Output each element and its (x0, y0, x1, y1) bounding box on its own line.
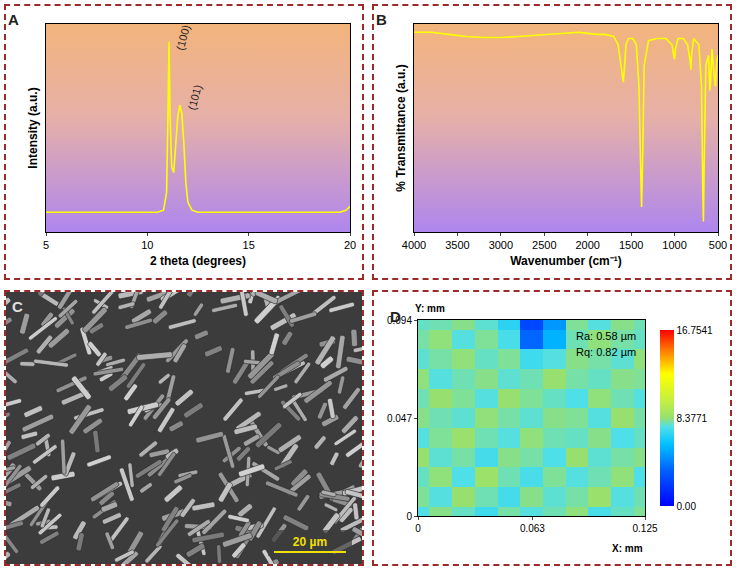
svg-text:C: C (12, 298, 23, 315)
svg-text:2000: 2000 (575, 239, 599, 251)
svg-text:2500: 2500 (532, 239, 556, 251)
svg-text:1000: 1000 (662, 239, 686, 251)
svg-text:10: 10 (141, 239, 153, 251)
svg-text:X: mm: X: mm (612, 543, 643, 554)
svg-text:0: 0 (406, 511, 412, 522)
svg-text:0.063: 0.063 (520, 523, 545, 534)
svg-text:0: 0 (415, 523, 421, 534)
svg-text:A: A (8, 11, 19, 28)
svg-text:Ra: 0.58 µm: Ra: 0.58 µm (576, 330, 636, 342)
svg-text:Y: mm: Y: mm (415, 303, 445, 314)
svg-text:(101): (101) (186, 83, 204, 111)
svg-text:15: 15 (243, 239, 255, 251)
svg-text:0.125: 0.125 (632, 523, 657, 534)
svg-text:D: D (390, 308, 401, 325)
svg-text:% Transmittance (a.u.): % Transmittance (a.u.) (394, 64, 408, 191)
svg-text:16.7541: 16.7541 (677, 325, 714, 336)
svg-text:500: 500 (709, 239, 727, 251)
svg-text:8.3771: 8.3771 (677, 413, 708, 424)
svg-text:20: 20 (344, 239, 356, 251)
svg-text:Wavenumber (cm⁻¹): Wavenumber (cm⁻¹) (510, 254, 622, 268)
svg-text:2 theta (degrees): 2 theta (degrees) (150, 254, 246, 268)
svg-text:Rq: 0.82 µm: Rq: 0.82 µm (576, 346, 636, 358)
svg-text:0.00: 0.00 (677, 501, 697, 512)
svg-text:B: B (376, 11, 387, 28)
svg-text:3500: 3500 (445, 239, 469, 251)
svg-text:0.094: 0.094 (387, 315, 412, 326)
svg-text:Intensity (a.u.): Intensity (a.u.) (26, 87, 40, 168)
svg-text:0.047: 0.047 (387, 413, 412, 424)
svg-text:4000: 4000 (402, 239, 426, 251)
svg-text:20 µm: 20 µm (293, 535, 327, 549)
svg-text:3000: 3000 (489, 239, 513, 251)
svg-text:1500: 1500 (619, 239, 643, 251)
svg-text:5: 5 (43, 239, 49, 251)
svg-text:(100): (100) (174, 24, 192, 52)
